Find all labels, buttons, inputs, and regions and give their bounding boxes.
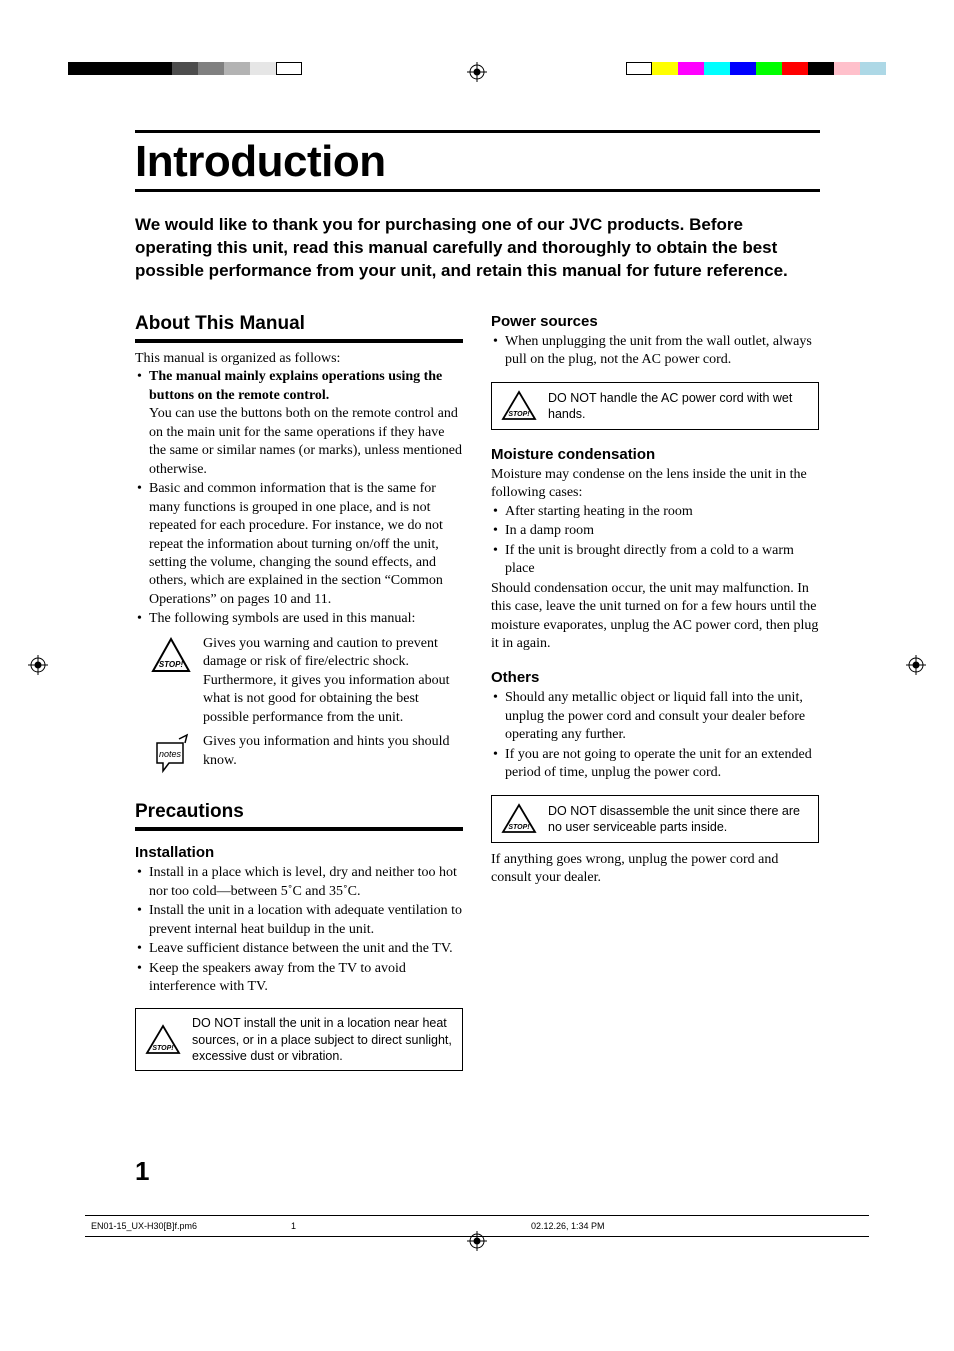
registration-target-icon — [467, 62, 487, 82]
callout-install: STOP! DO NOT install the unit in a locat… — [135, 1008, 463, 1071]
footer-filename: EN01-15_UX-H30[B]f.pm6 — [91, 1221, 291, 1231]
power-list: When unplugging the unit from the wall o… — [491, 333, 819, 370]
two-column-layout: About This Manual This manual is organiz… — [135, 313, 820, 1077]
right-column: Power sources When unplugging the unit f… — [491, 313, 819, 1077]
heading-precautions: Precautions — [135, 801, 463, 828]
stop-icon: STOP! — [144, 1023, 182, 1057]
heading-installation: Installation — [135, 844, 463, 861]
text-span: You can use the buttons both on the remo… — [149, 406, 462, 476]
callout-power: STOP! DO NOT handle the AC power cord wi… — [491, 382, 819, 430]
list-item: Keep the speakers away from the TV to av… — [135, 960, 463, 997]
moisture-intro: Moisture may condense on the lens inside… — [491, 466, 819, 503]
callout-text: DO NOT install the unit in a location ne… — [192, 1015, 454, 1064]
heading-about-manual: About This Manual — [135, 313, 463, 340]
moisture-outro: Should condensation occur, the unit may … — [491, 580, 819, 654]
list-item: If the unit is brought directly from a c… — [491, 542, 819, 579]
moisture-list: After starting heating in the room In a … — [491, 503, 819, 579]
list-item: When unplugging the unit from the wall o… — [491, 333, 819, 370]
list-item: Install the unit in a location with adeq… — [135, 902, 463, 939]
notes-icon: notes — [149, 733, 193, 777]
footer-page-num: 1 — [291, 1221, 531, 1231]
p-organized: This manual is organized as follows: — [135, 350, 463, 368]
intro-paragraph: We would like to thank you for purchasin… — [135, 214, 820, 283]
svg-text:STOP!: STOP! — [508, 824, 530, 831]
symbol-notes-text: Gives you information and hints you shou… — [203, 733, 463, 777]
heading-others: Others — [491, 669, 819, 686]
callout-text: DO NOT disassemble the unit since there … — [548, 803, 810, 836]
svg-text:STOP!: STOP! — [508, 411, 530, 418]
page-number: 1 — [135, 1156, 149, 1187]
page-content: Introduction We would like to thank you … — [135, 130, 820, 1077]
callout-text: DO NOT handle the AC power cord with wet… — [548, 390, 810, 423]
registration-target-icon — [467, 1231, 487, 1251]
list-item: If you are not going to operate the unit… — [491, 746, 819, 783]
callout-others: STOP! DO NOT disassemble the unit since … — [491, 795, 819, 843]
heading-moisture: Moisture condensation — [491, 446, 819, 463]
others-outro: If anything goes wrong, unplug the power… — [491, 851, 819, 888]
registration-target-icon — [28, 655, 48, 675]
list-item: Should any metallic object or liquid fal… — [491, 689, 819, 744]
symbol-notes-row: notes Gives you information and hints yo… — [135, 733, 463, 777]
stop-icon: STOP! — [500, 389, 538, 423]
reg-left-swatches — [68, 62, 302, 75]
stop-icon: STOP! — [500, 802, 538, 836]
svg-text:STOP!: STOP! — [159, 660, 184, 669]
list-item: Leave sufficient distance between the un… — [135, 940, 463, 958]
svg-text:STOP!: STOP! — [152, 1045, 174, 1052]
reg-right-swatches — [626, 62, 886, 75]
symbol-stop-row: STOP! Gives you warning and caution to p… — [135, 635, 463, 727]
svg-text:notes: notes — [159, 749, 182, 759]
page-title: Introduction — [135, 130, 820, 192]
bold-span: The manual mainly explains operations us… — [149, 369, 442, 402]
stop-icon: STOP! — [149, 635, 193, 679]
installation-list: Install in a place which is level, dry a… — [135, 864, 463, 996]
heading-power-sources: Power sources — [491, 313, 819, 330]
list-item: In a damp room — [491, 522, 819, 540]
list-item: The following symbols are used in this m… — [135, 610, 463, 628]
about-list: The manual mainly explains operations us… — [135, 368, 463, 629]
left-column: About This Manual This manual is organiz… — [135, 313, 463, 1077]
others-list: Should any metallic object or liquid fal… — [491, 689, 819, 782]
list-item: The manual mainly explains operations us… — [135, 368, 463, 479]
list-item: Basic and common information that is the… — [135, 480, 463, 609]
registration-marks-top — [0, 62, 954, 92]
footer-timestamp: 02.12.26, 1:34 PM — [531, 1221, 731, 1231]
list-item: After starting heating in the room — [491, 503, 819, 521]
symbol-stop-text: Gives you warning and caution to prevent… — [203, 635, 463, 727]
list-item: Install in a place which is level, dry a… — [135, 864, 463, 901]
registration-target-icon — [906, 655, 926, 675]
